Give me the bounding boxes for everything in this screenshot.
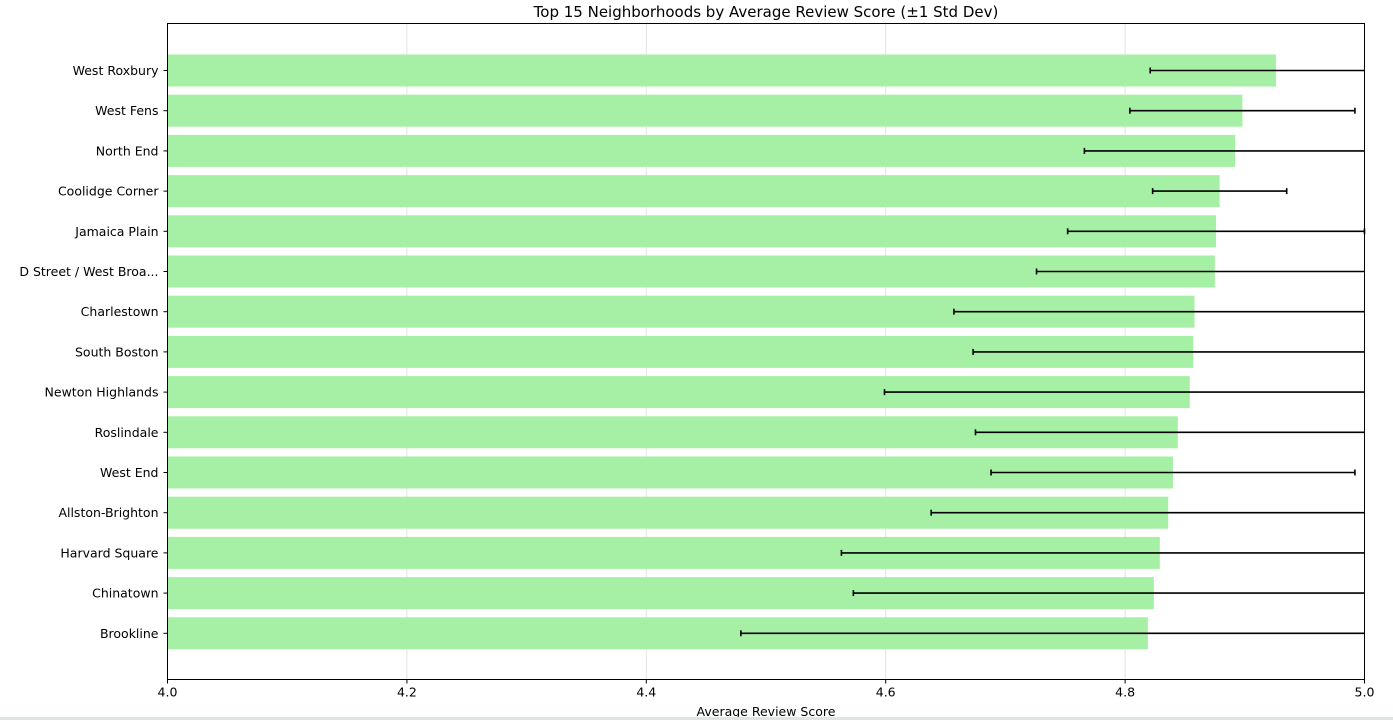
x-tick-label: 4.8 xyxy=(1115,685,1135,700)
bar xyxy=(167,54,1276,87)
x-axis-ticks: 4.0 4.2 4.4 4.6 4.8 5.0 xyxy=(158,679,1375,700)
y-tick-label: West Fens xyxy=(95,103,158,118)
window-bottom-strip xyxy=(0,717,1393,720)
y-tick-label: D Street / West Broa... xyxy=(19,264,158,279)
bar xyxy=(167,94,1243,127)
y-tick-label: Allston-Brighton xyxy=(58,505,158,520)
error-bars xyxy=(740,67,1366,637)
y-tick-label: Roslindale xyxy=(95,425,159,440)
bar xyxy=(167,215,1217,248)
y-tick-label: Coolidge Corner xyxy=(58,184,159,199)
y-tick-label: Harvard Square xyxy=(60,545,158,560)
x-tick-label: 5.0 xyxy=(1355,685,1375,700)
bar xyxy=(167,175,1220,208)
y-tick-label: West Roxbury xyxy=(73,63,159,78)
y-tick-label: North End xyxy=(96,143,159,158)
y-tick-label: Jamaica Plain xyxy=(74,224,158,239)
y-tick-label: South Boston xyxy=(75,344,159,359)
x-tick-label: 4.4 xyxy=(636,685,656,700)
y-tick-label: Charlestown xyxy=(81,304,159,319)
chart-title: Top 15 Neighborhoods by Average Review S… xyxy=(533,3,999,21)
y-tick-label: West End xyxy=(100,465,158,480)
x-tick-label: 4.6 xyxy=(876,685,896,700)
x-tick-label: 4.2 xyxy=(397,685,417,700)
y-tick-label: Chinatown xyxy=(92,586,158,601)
bar xyxy=(167,134,1236,167)
y-tick-label: Newton Highlands xyxy=(45,385,159,400)
y-axis-ticks: West Roxbury West Fens North End Coolidge C… xyxy=(19,63,168,641)
y-tick-label: Brookline xyxy=(100,626,159,641)
x-axis-label: Average Review Score xyxy=(697,704,836,719)
x-tick-label: 4.0 xyxy=(158,685,178,700)
